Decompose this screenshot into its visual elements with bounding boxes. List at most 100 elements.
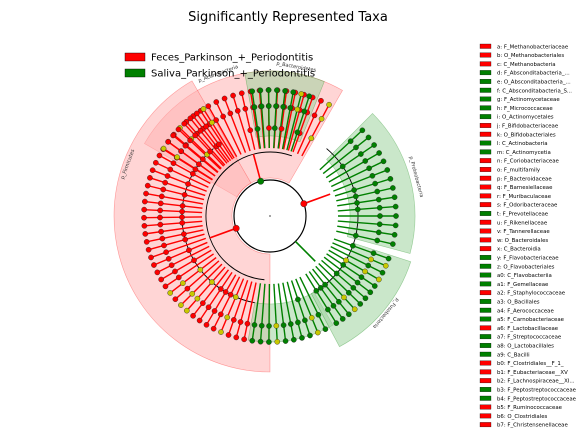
key-label: k: O_Bifidobacteriales [497,132,556,138]
taxon-node [282,338,289,344]
key-label: j: F_Bifidobacteriaceae [496,124,559,130]
phylum-branch [303,193,331,205]
key-label: o: F_multifamily [497,168,541,174]
key-label: a6: F_Lactobacillaceae [497,326,559,332]
taxon-node [185,181,191,187]
branch-line [189,117,228,164]
branch-line [144,200,203,209]
taxon-node [142,198,148,205]
taxon-node [242,105,249,112]
key-label: a2: F_Staphylococcaceae [497,291,566,297]
taxon-node [159,235,166,242]
taxon-node [336,298,342,305]
key-label: b1: F_Eubacteriaceae__XV [497,370,568,376]
taxon-node [372,180,378,187]
key-swatch [479,211,492,216]
branch-line [333,169,388,192]
key-swatch [479,316,492,322]
taxon-node [358,151,364,157]
branch-line [212,276,241,329]
taxon-node [280,103,286,110]
key-swatch [479,272,492,278]
taxon-node [298,91,305,97]
branch-line [185,121,226,166]
key-label: f: C_Absconditabacteria_S... [497,88,572,94]
branch-line [144,220,203,227]
taxon-node [392,203,399,210]
key-swatch [479,378,492,384]
branch-line [273,90,278,149]
taxon-node [266,339,272,345]
taxon-node [376,204,383,211]
taxon-node [180,280,186,286]
taxon-node [213,117,219,123]
taxon-node [254,126,261,132]
taxon-node [379,269,386,276]
key-label: h: F_Micrococcaceae [497,106,553,112]
branch-line [315,265,356,310]
branch-line [200,110,234,160]
taxon-node [370,250,377,256]
taxon-node [141,206,147,213]
key-swatch [479,70,492,76]
cladogram-tree [144,89,396,343]
taxon-node [181,231,187,237]
branch-line [325,144,375,179]
taxon-node [375,196,382,203]
taxon-node [350,285,357,291]
branch-line [337,225,395,236]
phylum-branch [209,227,237,239]
taxon-node [197,127,204,134]
taxon-node [222,289,229,295]
taxon-node [354,200,360,206]
branch-line [235,281,253,338]
taxon-node [391,231,398,238]
taxon-node [358,274,365,280]
taxon-node [153,159,159,166]
taxon-node [365,134,372,141]
branch-line [199,272,233,321]
branch-line [286,93,302,151]
taxon-node [231,317,237,323]
taxon-node [347,138,354,144]
key-label: a5: F_Carnobacteriaceae [497,317,565,323]
taxon-node [354,279,361,286]
branch-line [243,282,257,340]
taxon-node [257,338,264,345]
taxon-node [351,306,358,313]
branch-line [308,271,344,320]
taxon-node [351,187,357,193]
key-swatch [479,123,492,128]
taxon-node [393,213,399,219]
key-swatch [479,167,492,172]
taxon-node [157,221,164,228]
key-swatch [479,404,492,410]
taxon-node [187,115,194,122]
branch-line [174,260,220,300]
key-swatch [479,299,492,304]
taxon-node [318,116,325,122]
taxon-node [196,161,202,168]
branch-line [163,147,213,181]
taxon-node [371,283,378,289]
taxon-node [220,113,226,120]
legend-swatch [124,52,146,62]
branch-line [146,229,204,243]
taxon-node [280,322,287,328]
taxon-node [164,173,171,179]
taxon-node [218,329,224,335]
key-label: i: O_Actinomycetales [497,115,554,121]
branch-line [337,205,396,212]
taxon-node [244,320,251,327]
key-label: b7: F_Christensenellaceae [497,423,568,429]
branch-line [259,90,266,149]
key-swatch [479,334,492,340]
key-swatch [479,79,492,84]
branch-line [192,115,230,163]
branch-line [334,178,391,197]
branch-line [172,134,219,174]
phylum-branch [294,240,316,262]
taxon-node [376,221,383,228]
key-swatch [479,43,492,49]
branch-line [277,90,286,149]
